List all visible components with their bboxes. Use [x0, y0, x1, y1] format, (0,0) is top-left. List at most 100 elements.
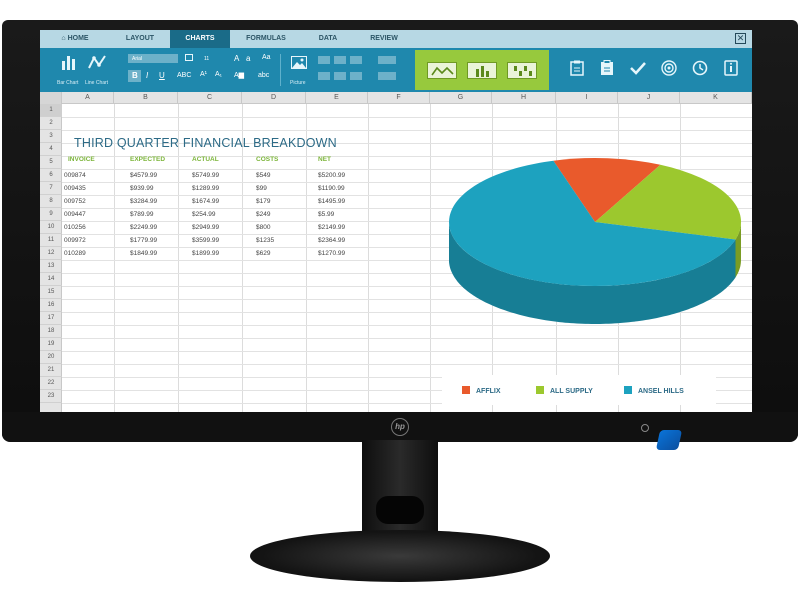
change-case-button[interactable]: Aa	[262, 54, 271, 61]
tab-charts[interactable]: CHARTS	[170, 30, 230, 48]
table-cell[interactable]: $1289.99	[192, 185, 220, 192]
info-icon[interactable]	[724, 60, 738, 81]
row-header-11[interactable]: 11	[40, 234, 62, 247]
table-cell[interactable]: 010289	[64, 250, 86, 257]
table-cell[interactable]: $789.99	[130, 211, 154, 218]
table-cell[interactable]: $939.99	[130, 185, 154, 192]
column-header-d[interactable]: D	[242, 92, 306, 104]
row-header-20[interactable]: 20	[40, 351, 62, 364]
tab-formulas[interactable]: FORMULAS	[246, 35, 286, 42]
row-header-1[interactable]: 1	[40, 104, 62, 117]
row-header-3[interactable]: 3	[40, 130, 62, 143]
table-cell[interactable]: $1235	[256, 237, 275, 244]
pie-slice-ansel-hills[interactable]	[449, 160, 736, 287]
align-left-icon[interactable]	[318, 56, 330, 64]
table-cell[interactable]: $549	[256, 172, 271, 179]
row-header-12[interactable]: 12	[40, 247, 62, 260]
row-header-13[interactable]: 13	[40, 260, 62, 273]
row-header-7[interactable]: 7	[40, 182, 62, 195]
row-header-21[interactable]: 21	[40, 364, 62, 377]
table-cell[interactable]: 009447	[64, 211, 86, 218]
column-header-k[interactable]: K	[680, 92, 752, 104]
table-cell[interactable]: $2249.99	[130, 224, 158, 231]
line-style-button[interactable]	[427, 62, 457, 79]
row-header-14[interactable]: 14	[40, 273, 62, 286]
row-header-22[interactable]: 22	[40, 377, 62, 390]
tab-review[interactable]: REVIEW	[370, 35, 398, 42]
pie-slice-afflix[interactable]	[553, 158, 661, 222]
clipboard-icon[interactable]	[570, 60, 584, 81]
table-cell[interactable]: 009752	[64, 198, 86, 205]
table-cell[interactable]: 009972	[64, 237, 86, 244]
borders-icon[interactable]	[378, 72, 396, 80]
row-header-17[interactable]: 17	[40, 312, 62, 325]
column-header-j[interactable]: J	[618, 92, 680, 104]
font-size-value[interactable]: 11	[204, 56, 210, 62]
picture-button[interactable]	[291, 56, 307, 74]
paste-icon[interactable]	[600, 60, 614, 81]
table-cell[interactable]: $629	[256, 250, 271, 257]
row-header-5[interactable]: 5	[40, 156, 62, 169]
table-cell[interactable]: $2364.99	[318, 237, 346, 244]
indent-icon[interactable]	[318, 72, 330, 80]
column-header-g[interactable]: G	[430, 92, 492, 104]
table-cell[interactable]: $5.99	[318, 211, 335, 218]
list-icon[interactable]	[350, 72, 362, 80]
font-name-select[interactable]	[128, 54, 178, 63]
column-style-button[interactable]	[467, 62, 497, 79]
strikethrough-button[interactable]: ABC	[177, 72, 192, 79]
row-header-2[interactable]: 2	[40, 117, 62, 130]
column-header-f[interactable]: F	[368, 92, 430, 104]
table-cell[interactable]: 009874	[64, 172, 86, 179]
pie-chart[interactable]	[410, 152, 746, 362]
font-grow-icon[interactable]: A	[234, 54, 240, 63]
wrap-text-icon[interactable]	[378, 56, 396, 64]
row-header-9[interactable]: 9	[40, 208, 62, 221]
bold-button[interactable]: B	[132, 71, 138, 80]
table-cell[interactable]: $1674.99	[192, 198, 220, 205]
spreadsheet-grid[interactable]: A B C D E F G H I J K 1 2 3 4 5 6 7 8 9 10 11 12 13 1…	[40, 92, 752, 412]
table-cell[interactable]: $1849.99	[130, 250, 158, 257]
row-header-8[interactable]: 8	[40, 195, 62, 208]
align-center-icon[interactable]	[334, 56, 346, 64]
table-cell[interactable]: $5749.99	[192, 172, 220, 179]
format-icon[interactable]	[185, 54, 193, 61]
subscript-button[interactable]: A₁	[215, 71, 223, 78]
bar-chart-button[interactable]	[60, 54, 78, 75]
row-header-10[interactable]: 10	[40, 221, 62, 234]
outdent-icon[interactable]	[334, 72, 346, 80]
column-header-h[interactable]: H	[492, 92, 556, 104]
align-right-icon[interactable]	[350, 56, 362, 64]
table-cell[interactable]: $99	[256, 185, 267, 192]
underline-button[interactable]: U	[159, 71, 165, 80]
winloss-style-button[interactable]	[507, 62, 537, 79]
table-cell[interactable]: $5200.99	[318, 172, 346, 179]
table-cell[interactable]: $4579.99	[130, 172, 158, 179]
tab-home[interactable]: ⌂ HOME	[61, 35, 89, 42]
column-header-c[interactable]: C	[178, 92, 242, 104]
table-cell[interactable]: 009435	[64, 185, 86, 192]
table-cell[interactable]: $1495.99	[318, 198, 346, 205]
row-header-4[interactable]: 4	[40, 143, 62, 156]
superscript-button[interactable]: A¹	[200, 71, 207, 78]
tab-data[interactable]: DATA	[318, 35, 338, 42]
checkmark-icon[interactable]	[630, 61, 646, 80]
row-header-16[interactable]: 16	[40, 299, 62, 312]
font-shrink-icon[interactable]: a	[246, 54, 251, 63]
select-all-corner[interactable]	[40, 92, 62, 104]
table-cell[interactable]: $1899.99	[192, 250, 220, 257]
text-effects-button[interactable]: abc	[258, 72, 270, 79]
row-header-18[interactable]: 18	[40, 325, 62, 338]
close-icon[interactable]: ✕	[735, 33, 746, 44]
row-header-19[interactable]: 19	[40, 338, 62, 351]
pie-slice-all-supply[interactable]	[595, 164, 742, 240]
table-cell[interactable]: $249	[256, 211, 271, 218]
table-cell[interactable]: $1779.99	[130, 237, 158, 244]
table-cell[interactable]: 010256	[64, 224, 86, 231]
table-cell[interactable]: $2949.99	[192, 224, 220, 231]
target-icon[interactable]	[661, 60, 677, 81]
tab-layout[interactable]: LAYOUT	[125, 35, 155, 42]
column-header-a[interactable]: A	[62, 92, 114, 104]
column-header-e[interactable]: E	[306, 92, 368, 104]
table-cell[interactable]: $1270.99	[318, 250, 346, 257]
